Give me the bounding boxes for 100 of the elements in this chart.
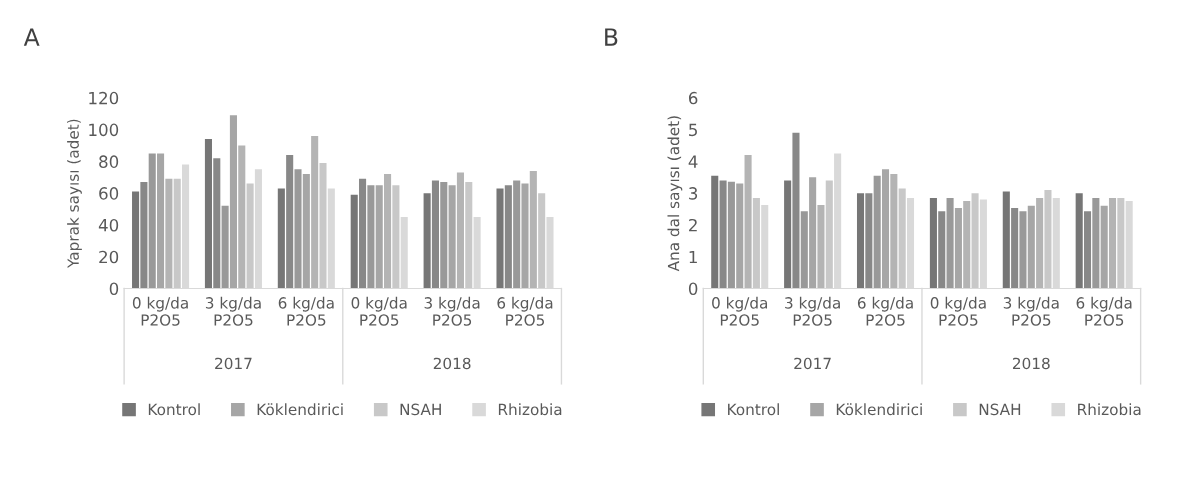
bar	[1044, 189, 1052, 289]
bar	[744, 155, 752, 289]
legend-label: Köklendirici	[836, 403, 922, 416]
bar	[1027, 205, 1035, 289]
bar	[881, 169, 890, 289]
bar	[465, 182, 473, 289]
bar	[719, 180, 727, 289]
x-tick-label: 6 kg/da P2O5	[1076, 296, 1132, 326]
bar	[865, 193, 873, 289]
text: 2018	[1012, 357, 1050, 370]
bar	[286, 155, 294, 289]
legend-label: Kontrol	[728, 403, 779, 416]
bar	[736, 183, 744, 289]
bar	[1019, 211, 1027, 289]
bar	[367, 185, 375, 289]
bar	[711, 175, 719, 289]
bar	[1075, 193, 1083, 289]
legend-label: NSAH	[979, 403, 1021, 416]
bar	[856, 193, 865, 289]
bar	[204, 139, 212, 289]
y-axis-title: Yaprak sayısı (adet)	[67, 119, 82, 269]
legend-label: Kontrol	[148, 403, 200, 416]
bar	[384, 174, 392, 289]
bar	[319, 162, 327, 289]
x-tick-label: 6 kg/da P2O5	[278, 296, 334, 326]
bar	[809, 177, 817, 289]
bar	[946, 197, 954, 289]
bar	[1002, 191, 1010, 289]
y-tick-label: 40	[98, 218, 119, 232]
legend-label: NSAH	[400, 403, 441, 416]
bar	[157, 153, 165, 289]
y-tick-label: 2	[689, 218, 697, 232]
x-tick-label: 6 kg/da P2O5	[497, 296, 553, 326]
legend-label: Rhizobia	[1078, 403, 1141, 416]
bar	[538, 193, 546, 289]
bar	[350, 194, 358, 289]
bar	[165, 178, 173, 289]
bar	[294, 169, 302, 289]
y-tick-label: 1	[689, 250, 697, 264]
bar	[800, 211, 808, 289]
bar	[1100, 205, 1108, 289]
y-tick-label: 80	[99, 155, 119, 168]
y-tick-label: 0	[688, 282, 698, 296]
bar	[817, 204, 825, 289]
bar	[140, 182, 148, 289]
bar	[938, 211, 946, 289]
bar	[423, 193, 431, 289]
legend-label: Rhizobia	[498, 403, 562, 416]
y-tick-label: 20	[99, 250, 119, 264]
y-tick-label: 120	[89, 91, 119, 105]
x-tick-label: 3 kg/da P2O5	[424, 296, 480, 326]
bar	[1117, 197, 1125, 289]
y-tick-label: 4	[688, 155, 698, 168]
bar	[873, 175, 881, 289]
bar	[392, 185, 400, 289]
x-tick-label: 3 kg/da P2O5	[1003, 296, 1059, 326]
bar	[529, 170, 537, 289]
bar	[440, 182, 448, 289]
y-tick-label: 100	[89, 123, 119, 137]
chart-title: B	[605, 28, 618, 46]
bar	[971, 193, 979, 289]
bar	[963, 201, 971, 289]
bar	[246, 183, 254, 289]
bar	[359, 178, 367, 289]
bar	[513, 180, 521, 289]
x-tick-label: 0 kg/da P2O5	[930, 296, 986, 326]
text: 2017	[794, 357, 831, 370]
bar	[727, 181, 735, 289]
y-tick-label: 60	[99, 187, 119, 200]
x-tick-label: 0 kg/da P2O5	[351, 296, 407, 326]
bar	[954, 208, 962, 289]
bar	[898, 188, 906, 289]
bar	[784, 180, 792, 289]
y-tick-label: 3	[689, 187, 698, 200]
bar	[496, 188, 504, 289]
bar	[929, 197, 937, 289]
y-tick-label: 6	[688, 91, 698, 105]
bar	[148, 153, 156, 289]
x-tick-label: 3 kg/da P2O5	[785, 296, 840, 326]
bar	[752, 197, 760, 289]
x-tick-label: 0 kg/da P2O5	[712, 296, 768, 326]
bar	[1108, 197, 1117, 289]
bar	[1083, 211, 1092, 289]
bar	[173, 178, 181, 289]
bar	[277, 188, 285, 289]
bar	[229, 115, 237, 289]
bar	[302, 174, 310, 289]
bar	[238, 145, 246, 289]
bar	[504, 185, 512, 289]
bar	[311, 135, 319, 289]
legend-label: Köklendirici	[257, 403, 343, 416]
x-tick-label: 3 kg/da P2O5	[205, 296, 261, 326]
x-tick-label: 0 kg/da P2O5	[132, 296, 188, 326]
bar	[1092, 197, 1100, 289]
bar	[213, 158, 221, 289]
bar	[521, 183, 529, 289]
bar	[221, 205, 229, 289]
bar	[375, 185, 383, 289]
x-tick-label: 6 kg/da P2O5	[857, 296, 913, 326]
bar	[456, 172, 464, 289]
